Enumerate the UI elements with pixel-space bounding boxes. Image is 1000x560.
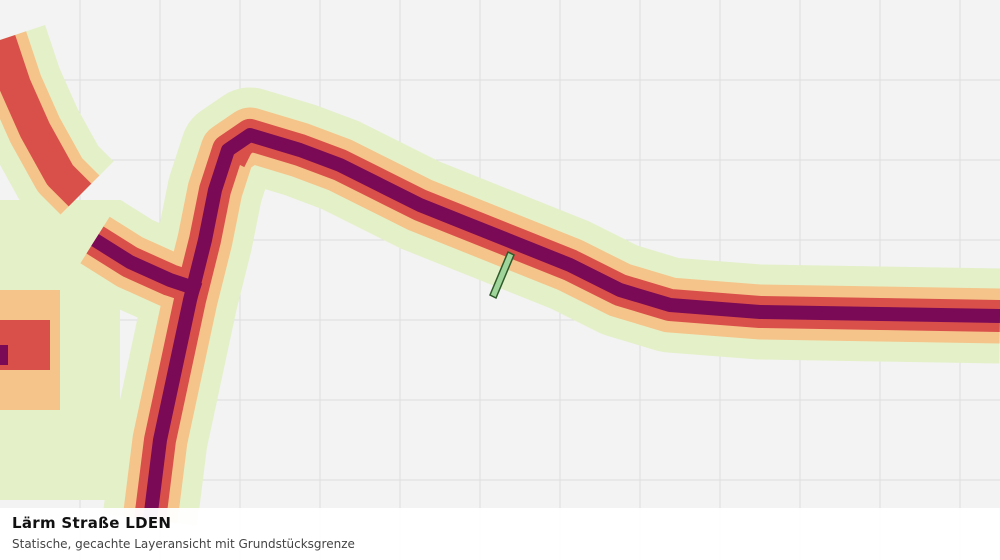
noise-zone-high bbox=[0, 320, 50, 370]
legend-panel: Lärm Straße LDEN Statische, gecachte Lay… bbox=[0, 508, 1000, 560]
layer-title: Lärm Straße LDEN bbox=[12, 514, 172, 532]
parcel-boundary bbox=[489, 250, 515, 300]
layer-subtitle: Statische, gecachte Layeransicht mit Gru… bbox=[12, 537, 355, 551]
noise-zone-max bbox=[0, 345, 8, 365]
